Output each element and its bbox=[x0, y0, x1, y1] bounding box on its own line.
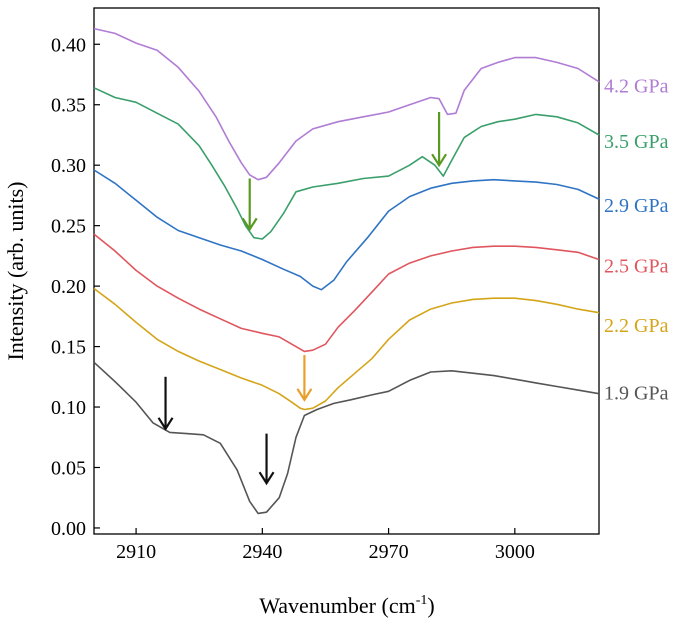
green-arrow-1 bbox=[241, 178, 258, 232]
x-tick-label: 2970 bbox=[369, 541, 409, 563]
label-4-2: 4.2 GPa bbox=[604, 75, 669, 97]
series-line-35 bbox=[93, 87, 600, 240]
series-labels: 4.2 GPa 3.5 GPa 2.9 GPa 2.5 GPa 2.2 GPa 1.9 G… bbox=[604, 75, 669, 404]
series-line-42 bbox=[93, 27, 600, 181]
plot-frame bbox=[93, 7, 600, 535]
y-tick-label: 0.05 bbox=[51, 457, 86, 479]
y-axis: 0.00 0.05 0.10 0.15 0.20 0.25 0.30 0.35 0.40 bbox=[51, 34, 100, 540]
y-tick-label: 0.20 bbox=[51, 276, 86, 298]
y-tick-label: 0.00 bbox=[51, 518, 86, 540]
label-2-9: 2.9 GPa bbox=[604, 195, 669, 217]
x-axis-title-main: Wavenumber (cm bbox=[259, 593, 415, 618]
x-tick-label: 3000 bbox=[495, 541, 535, 563]
x-axis-title: Wavenumber (cm-1) bbox=[259, 593, 434, 618]
black-arrow-1 bbox=[157, 376, 174, 431]
label-1-9: 1.9 GPa bbox=[604, 383, 669, 405]
x-axis: 2910 2940 2970 3000 bbox=[116, 528, 535, 563]
black-arrow-2 bbox=[258, 433, 275, 486]
green-arrow-1-head bbox=[241, 217, 258, 232]
green-arrow-2 bbox=[431, 111, 448, 168]
y-tick-label: 0.30 bbox=[51, 155, 86, 177]
series-line-22 bbox=[93, 287, 600, 411]
x-tick-label: 2940 bbox=[242, 541, 282, 563]
x-tick-label: 2910 bbox=[116, 541, 156, 563]
label-2-5: 2.5 GPa bbox=[604, 256, 669, 278]
y-tick-label: 0.40 bbox=[51, 34, 86, 56]
y-tick-label: 0.15 bbox=[51, 337, 86, 359]
x-axis-title-close: ) bbox=[427, 593, 434, 618]
black-arrow-2-head bbox=[258, 471, 275, 486]
series-line-29 bbox=[93, 169, 600, 291]
orange-arrow bbox=[296, 355, 313, 402]
orange-arrow-head bbox=[296, 388, 313, 402]
y-axis-title: Intensity (arb. units) bbox=[3, 181, 28, 360]
label-3-5: 3.5 GPa bbox=[604, 131, 669, 153]
x-axis-title-sup: -1 bbox=[416, 593, 428, 608]
y-tick-label: 0.35 bbox=[51, 95, 86, 117]
series-line-19 bbox=[93, 361, 600, 515]
y-tick-label: 0.10 bbox=[51, 397, 86, 419]
series-group bbox=[93, 27, 600, 515]
black-arrow-1-head bbox=[157, 417, 174, 431]
green-arrow-2-head bbox=[431, 153, 448, 168]
series-line-25 bbox=[93, 233, 600, 353]
y-tick-label: 0.25 bbox=[51, 216, 86, 238]
label-2-2: 2.2 GPa bbox=[604, 315, 669, 337]
arrow-group bbox=[157, 111, 448, 486]
